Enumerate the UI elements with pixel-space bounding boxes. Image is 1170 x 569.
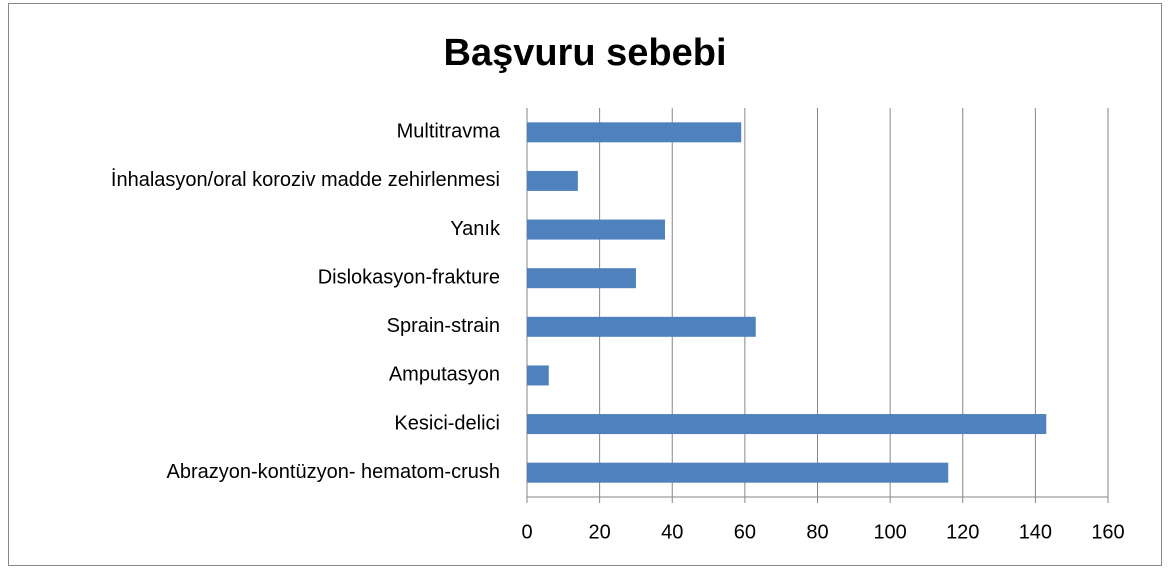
- y-tick-label: Yanık: [450, 218, 501, 240]
- y-tick-label: Sprain-strain: [387, 315, 500, 337]
- x-tick-label: 100: [873, 521, 906, 543]
- bar: [527, 462, 949, 483]
- y-tick-label: Amputasyon: [389, 364, 500, 386]
- x-tick-label: 20: [589, 521, 611, 543]
- bar: [527, 316, 756, 337]
- x-tick-label: 40: [661, 521, 683, 543]
- x-tick-label: 120: [946, 521, 979, 543]
- bar: [527, 365, 549, 386]
- bar: [527, 414, 1047, 435]
- y-tick-label: Abrazyon-kontüzyon- hematom-crush: [167, 461, 500, 483]
- x-tick-label: 160: [1091, 521, 1124, 543]
- chart-title: Başvuru sebebi: [444, 32, 727, 74]
- x-tick-label: 80: [806, 521, 828, 543]
- x-tick-label: 0: [521, 521, 532, 543]
- y-tick-label: İnhalasyon/oral koroziv madde zehirlenme…: [111, 168, 500, 191]
- y-tick-label: Kesici-delici: [394, 412, 500, 434]
- x-tick-label: 60: [734, 521, 756, 543]
- y-tick-label: Dislokasyon-frakture: [318, 266, 500, 288]
- bar: [527, 170, 578, 191]
- bar: [527, 122, 742, 143]
- y-tick-label: Multitravma: [397, 121, 501, 143]
- x-tick-label: 140: [1019, 521, 1052, 543]
- bar: [527, 268, 636, 289]
- bar: [527, 219, 665, 240]
